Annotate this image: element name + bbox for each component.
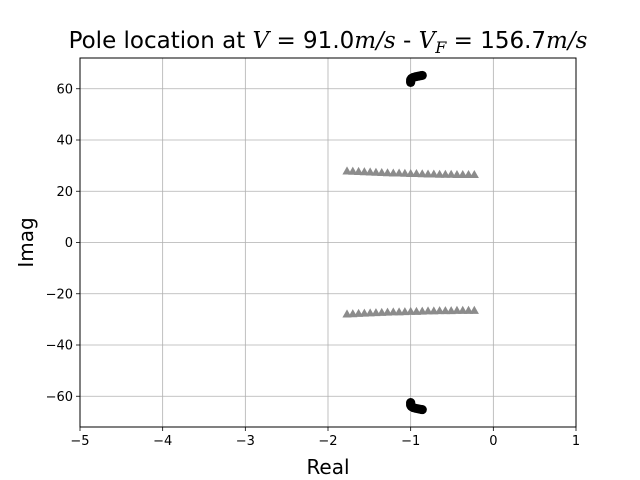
- x-tick-label: −2: [318, 434, 337, 449]
- pole-marker-triangle: [417, 169, 427, 178]
- pole-marker-triangle: [458, 169, 468, 179]
- title-v-symbol: V: [253, 28, 272, 54]
- x-tick-label: 1: [572, 434, 580, 449]
- pole-marker-triangle: [400, 168, 410, 177]
- pole-marker-triangle: [452, 305, 462, 314]
- pole-marker-triangle: [371, 167, 381, 176]
- pole-marker-triangle: [382, 168, 393, 177]
- pole-marker-triangle: [463, 169, 474, 179]
- axis-ticks: −5 −4 −3 −2 −1 0 1 −60 −40 −20 0 20 40 60: [46, 82, 581, 449]
- pole-marker-triangle: [394, 168, 404, 177]
- pole-marker-triangle: [435, 306, 445, 315]
- pole-marker-triangle: [423, 169, 433, 178]
- pole-marker-triangle: [359, 167, 369, 176]
- pole-marker-triangle: [463, 305, 474, 314]
- chart-title: Pole location at V = 91.0m/s - VF = 156.…: [69, 28, 588, 57]
- pole-marker-triangle: [377, 167, 387, 176]
- x-tick-label: 0: [489, 434, 497, 449]
- grid-lines: [79, 58, 577, 427]
- y-tick-label: 40: [56, 134, 73, 149]
- y-axis-label: Imag: [14, 217, 38, 267]
- title-vf-symbol: V: [419, 28, 438, 54]
- x-tick-label: −3: [236, 434, 255, 449]
- title-separator: -: [396, 28, 419, 54]
- title-vf-value: = 156.7: [446, 28, 546, 54]
- title-v-unit: m/s: [354, 28, 396, 54]
- title-vf-subscript: F: [434, 38, 447, 57]
- pole-marker-triangle: [435, 169, 445, 178]
- y-tick-label: 20: [56, 185, 73, 200]
- y-tick-label: 60: [56, 82, 73, 97]
- pole-marker-triangle: [429, 169, 439, 178]
- title-vf-unit: m/s: [546, 28, 588, 54]
- pole-marker-triangle: [452, 169, 462, 179]
- y-tick-label: −60: [46, 390, 73, 405]
- y-tick-label: −40: [46, 339, 73, 354]
- y-tick-label: 0: [65, 236, 73, 251]
- pole-marker-triangle: [440, 306, 450, 315]
- pole-marker-triangle: [469, 169, 479, 179]
- pole-marker-triangle: [411, 168, 422, 178]
- pole-marker-triangle: [388, 168, 398, 177]
- x-tick-label: −5: [70, 434, 89, 449]
- data-markers: [342, 70, 479, 415]
- pole-marker-circle: [417, 70, 427, 81]
- y-tick-label: −20: [46, 287, 73, 302]
- x-tick-label: −4: [153, 434, 172, 449]
- pole-marker-triangle: [353, 166, 364, 175]
- pole-marker-triangle: [406, 168, 416, 178]
- pole-marker-triangle: [440, 169, 450, 178]
- pole-marker-triangle: [342, 166, 352, 175]
- pole-marker-triangle: [446, 169, 456, 178]
- pole-marker-triangle: [348, 166, 358, 175]
- pole-marker-triangle: [406, 306, 416, 315]
- pole-marker-triangle: [365, 167, 375, 176]
- pole-marker-triangle: [388, 307, 398, 316]
- pole-marker-circle: [417, 404, 427, 415]
- title-v-value: = 91.0: [269, 28, 354, 54]
- title-prefix: Pole location at: [69, 28, 253, 54]
- pole-marker-triangle: [469, 305, 479, 314]
- pole-marker-triangle: [423, 306, 433, 315]
- x-tick-label: −1: [401, 434, 420, 449]
- x-axis-label: Real: [306, 455, 349, 479]
- pole-marker-triangle: [458, 305, 468, 314]
